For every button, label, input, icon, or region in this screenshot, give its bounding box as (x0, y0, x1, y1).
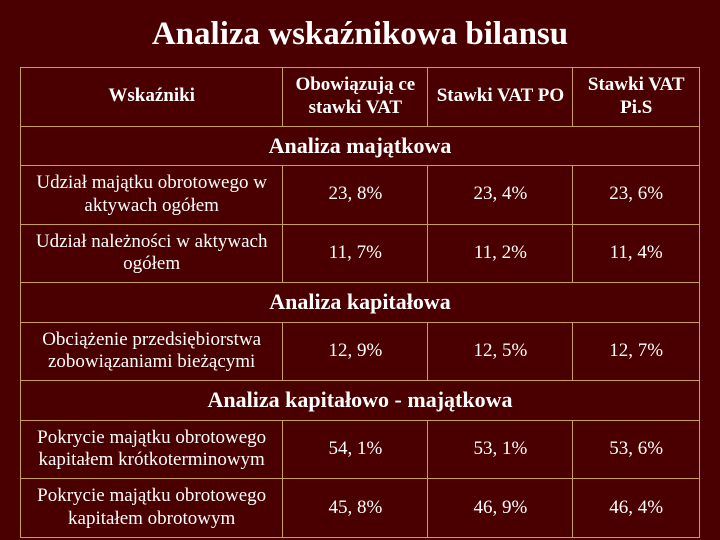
header-row: Wskaźniki Obowiązują ce stawki VAT Stawk… (21, 68, 700, 127)
row-label: Pokrycie majątku obrotowego kapitałem kr… (21, 420, 283, 479)
section-heading: Analiza majątkowa (21, 126, 700, 165)
slide-title: Analiza wskaźnikowa bilansu (20, 16, 700, 53)
indicators-table: Wskaźniki Obowiązują ce stawki VAT Stawk… (20, 67, 700, 538)
cell: 11, 2% (428, 224, 573, 283)
cell: 45, 8% (283, 479, 428, 538)
row-label: Udział majątku obrotowego w aktywach ogó… (21, 165, 283, 224)
col-header-2: Stawki VAT PO (428, 68, 573, 127)
cell: 53, 1% (428, 420, 573, 479)
section-heading-row: Analiza kapitałowa (21, 283, 700, 322)
cell: 12, 5% (428, 322, 573, 381)
cell: 11, 7% (283, 224, 428, 283)
cell: 23, 8% (283, 165, 428, 224)
section-heading-row: Analiza majątkowa (21, 126, 700, 165)
table-row: Obciążenie przedsiębiorstwa zobowiązania… (21, 322, 700, 381)
table-row: Pokrycie majątku obrotowego kapitałem ob… (21, 479, 700, 538)
table-row: Pokrycie majątku obrotowego kapitałem kr… (21, 420, 700, 479)
cell: 53, 6% (573, 420, 700, 479)
table-row: Udział należności w aktywach ogółem 11, … (21, 224, 700, 283)
section-heading: Analiza kapitałowa (21, 283, 700, 322)
col-header-1: Obowiązują ce stawki VAT (283, 68, 428, 127)
cell: 54, 1% (283, 420, 428, 479)
row-label: Obciążenie przedsiębiorstwa zobowiązania… (21, 322, 283, 381)
col-header-0: Wskaźniki (21, 68, 283, 127)
col-header-3: Stawki VAT Pi.S (573, 68, 700, 127)
table-row: Udział majątku obrotowego w aktywach ogó… (21, 165, 700, 224)
cell: 23, 6% (573, 165, 700, 224)
cell: 23, 4% (428, 165, 573, 224)
section-heading-row: Analiza kapitałowo - majątkowa (21, 381, 700, 420)
cell: 46, 9% (428, 479, 573, 538)
row-label: Udział należności w aktywach ogółem (21, 224, 283, 283)
cell: 46, 4% (573, 479, 700, 538)
cell: 12, 9% (283, 322, 428, 381)
row-label: Pokrycie majątku obrotowego kapitałem ob… (21, 479, 283, 538)
section-heading: Analiza kapitałowo - majątkowa (21, 381, 700, 420)
cell: 11, 4% (573, 224, 700, 283)
cell: 12, 7% (573, 322, 700, 381)
